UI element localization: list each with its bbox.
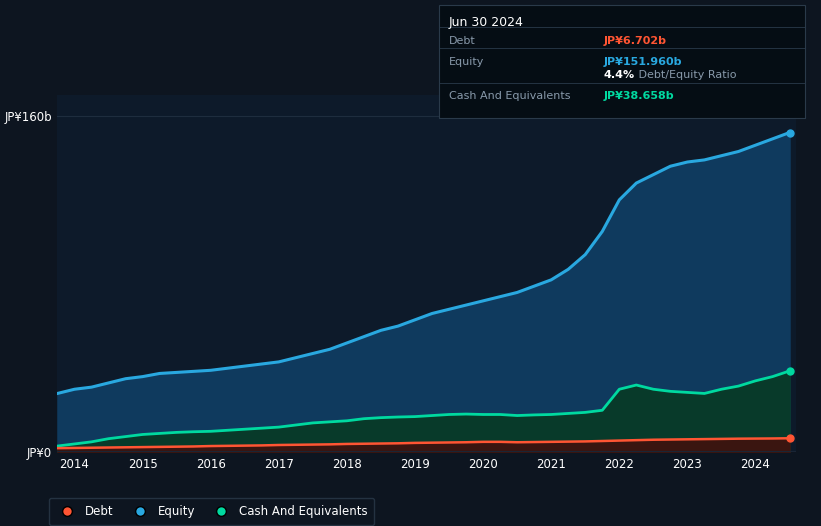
Text: Debt: Debt <box>449 36 476 46</box>
Text: 4.4%: 4.4% <box>603 69 635 80</box>
Text: Cash And Equivalents: Cash And Equivalents <box>449 90 571 101</box>
Legend: Debt, Equity, Cash And Equivalents: Debt, Equity, Cash And Equivalents <box>48 498 374 525</box>
Text: JP¥38.658b: JP¥38.658b <box>603 90 674 101</box>
Text: Jun 30 2024: Jun 30 2024 <box>449 16 524 29</box>
Text: Equity: Equity <box>449 57 484 67</box>
Text: Debt/Equity Ratio: Debt/Equity Ratio <box>635 69 736 80</box>
Text: JP¥151.960b: JP¥151.960b <box>603 57 682 67</box>
Text: JP¥6.702b: JP¥6.702b <box>603 36 667 46</box>
